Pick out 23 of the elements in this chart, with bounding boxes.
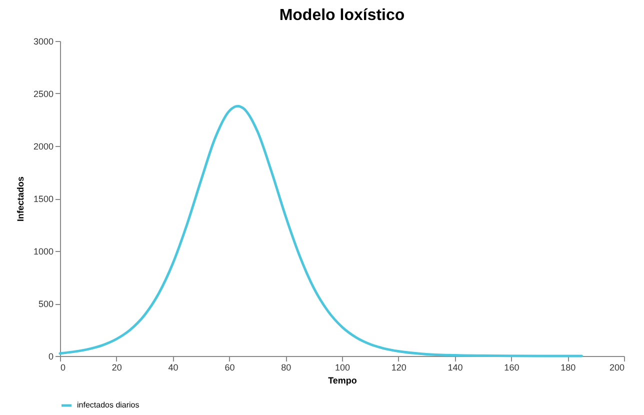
y-axis-title: Infectados	[15, 176, 26, 222]
y-tick-label: 1000	[33, 246, 54, 256]
y-tick-label: 3000	[33, 36, 54, 46]
x-tick-label: 40	[168, 362, 178, 372]
legend-label: infectados diarios	[77, 400, 140, 410]
y-tick-label: 2500	[33, 89, 54, 99]
x-tick-label: 180	[560, 362, 576, 372]
x-tick-label: 200	[609, 362, 624, 372]
x-tick-label: 0	[60, 362, 66, 372]
x-tick-label: 160	[504, 362, 520, 372]
x-tick-label: 120	[391, 362, 406, 372]
x-tick-label: 80	[281, 362, 292, 372]
chart-title: Modelo loxístico	[279, 7, 405, 24]
x-tick-label: 60	[224, 362, 235, 372]
y-tick-label: 1500	[33, 194, 54, 204]
x-axis-title: Tempo	[328, 376, 358, 386]
y-tick-label: 0	[48, 352, 54, 362]
x-tick-label: 140	[448, 362, 463, 372]
y-tick-label: 500	[38, 299, 54, 309]
x-tick-label: 100	[334, 362, 350, 372]
line-series	[58, 104, 583, 358]
x-tick-label: 20	[112, 362, 122, 372]
y-tick-label: 2000	[33, 142, 54, 152]
